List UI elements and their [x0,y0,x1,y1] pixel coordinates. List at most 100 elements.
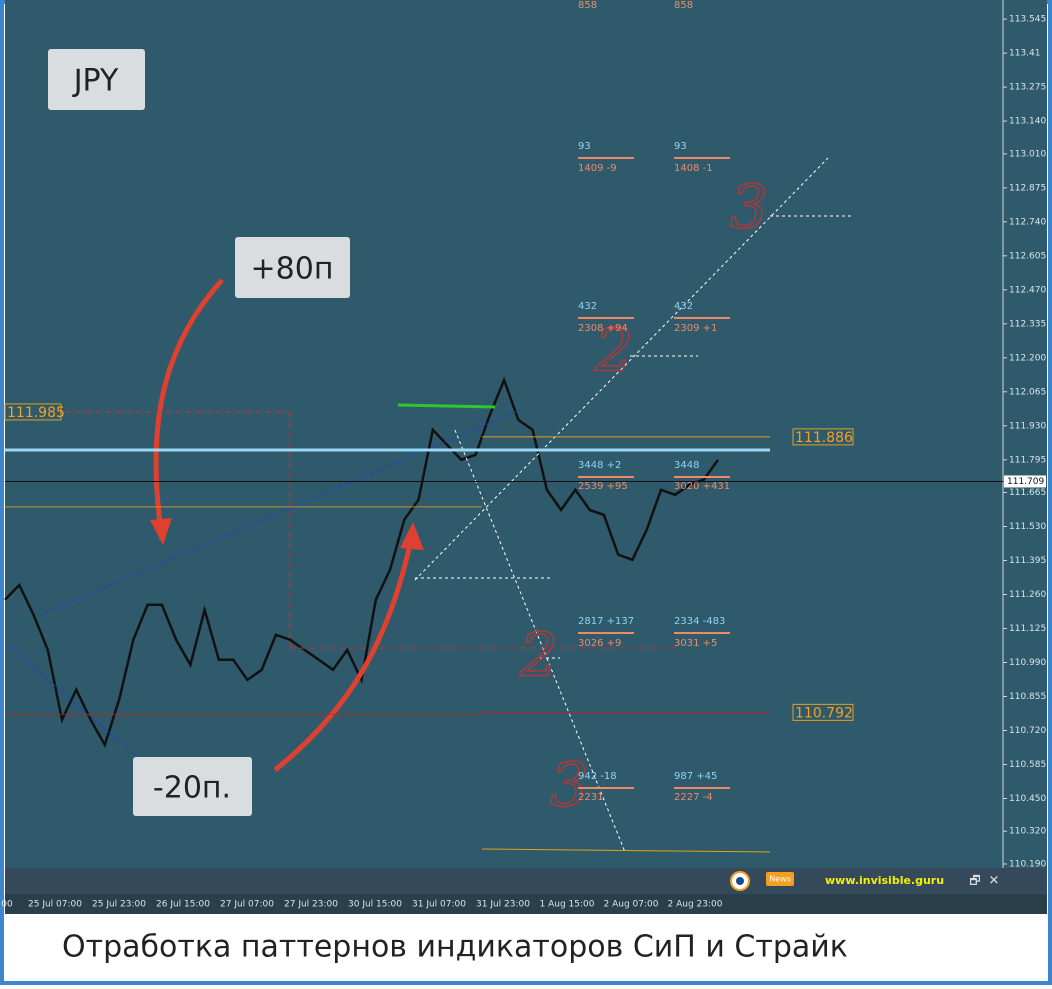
stat-label: 432 [674,301,693,312]
annotation: +80п [251,252,334,287]
y-tick-label: 112.065 [1009,387,1046,397]
y-tick-label: 111.125 [1009,624,1046,634]
arrow [153,278,224,541]
arrow [273,534,415,772]
restore-button[interactable]: 🗗 [969,874,980,888]
x-tick-label: 26 Jul 15:00 [156,900,210,910]
level-box [792,428,854,446]
channel-line [39,409,521,616]
level-line [481,848,771,853]
y-tick-label: 111.260 [1009,590,1046,600]
stat-label: 858 [578,0,597,11]
stat-label: 93 [674,141,687,152]
stat-label: 942 -18 [578,771,617,782]
y-tick-label: 111.395 [1009,556,1046,566]
stat-label: 3020 +431 [674,481,730,492]
level-label: 110.792 [795,705,853,721]
x-tick-label: 27 Jul 23:00 [284,900,338,910]
wave-label: 3 [730,173,768,243]
arrow-head [150,518,172,545]
x-tick-label: 30 Jul 15:00 [348,900,402,910]
stat-label: 3031 +5 [674,638,717,649]
arrow-head [400,522,424,550]
caption: Отработка паттернов индикаторов СиП и Ст… [62,930,848,965]
news-button[interactable] [766,872,794,886]
level-label: 111.886 [795,430,853,446]
stat-label: 3026 +9 [578,638,621,649]
y-tick-label: 111.665 [1009,488,1046,498]
trend-line [414,157,829,581]
y-tick-label: 110.855 [1009,692,1046,702]
y-tick-label: 111.530 [1009,522,1046,532]
stat-label: 858 [674,0,693,11]
wave-label: 2 [594,316,633,386]
label-box [133,757,252,816]
label-box [235,237,350,298]
current-price-label: 111.709 [1007,477,1044,487]
y-tick-label: 113.41 [1009,49,1041,59]
stat-label: 3448 [674,460,699,471]
stat-label: 2309 +1 [674,323,717,334]
x-tick-label: 1 Aug 15:00 [540,900,595,910]
x-tick-label: 2 Aug 07:00 [604,900,659,910]
level-label: 111.985 [7,405,65,421]
x-tick-label: 25 Jul 07:00 [28,900,82,910]
y-tick-label: 113.140 [1009,117,1046,127]
y-tick-label: 112.335 [1009,319,1046,329]
stat-label: 1408 -1 [674,163,713,174]
stat-label: 432 [578,301,597,312]
time-axis [5,894,1047,914]
stat-label: 1409 -9 [578,163,617,174]
x-tick-label: 00 [1,900,13,910]
level-box [792,703,854,721]
x-tick-label: 31 Jul 23:00 [476,900,530,910]
signal-line [397,403,496,409]
stat-label: 93 [578,141,591,152]
x-tick-label: 27 Jul 07:00 [220,900,274,910]
symbol: JPY [72,64,119,99]
x-tick-label: 25 Jul 23:00 [92,900,146,910]
news-label: News [769,875,791,884]
stat-label: 2334 -483 [674,616,725,627]
wave-label: 3 [550,751,588,821]
current-price-box [1004,475,1046,488]
level-box [4,403,62,421]
label-box [48,49,145,110]
x-tick-label: 2 Aug 23:00 [668,900,723,910]
stat-label: 2539 +95 [578,481,628,492]
y-tick-label: 113.545 [1009,15,1046,25]
y-tick-label: 112.470 [1009,285,1046,295]
panel-bar [5,868,1047,894]
stat-label: 2231 [578,792,603,803]
price-line [4,376,720,749]
annotation: -20п. [153,771,231,806]
site-link[interactable]: www.invisible.guru [825,874,944,887]
wave-label: 2 [519,621,558,691]
stat-label: 2308 +94 [578,323,628,334]
y-tick-label: 110.190 [1009,859,1046,869]
y-tick-label: 111.930 [1009,421,1046,431]
stat-label: 3448 +2 [578,460,621,471]
stat-label: 2227 -4 [674,792,713,803]
y-tick-label: 110.320 [1009,827,1046,837]
y-tick-label: 112.605 [1009,251,1046,261]
y-tick-label: 112.740 [1009,217,1046,227]
y-tick-label: 112.200 [1009,353,1046,363]
trend-line [454,429,626,853]
eye-pupil [736,877,744,885]
close-button[interactable]: ✕ [989,874,1000,889]
y-tick-label: 111.795 [1009,455,1046,465]
stat-label: 2817 +137 [578,616,634,627]
plot [4,376,720,749]
y-tick-label: 110.720 [1009,726,1046,736]
y-tick-label: 112.875 [1009,183,1046,193]
y-tick-label: 113.010 [1009,149,1046,159]
channel-line [7,644,136,756]
y-tick-label: 110.585 [1009,760,1046,770]
stat-label: 987 +45 [674,771,717,782]
y-tick-label: 110.450 [1009,794,1046,804]
y-tick-label: 110.990 [1009,658,1046,668]
x-tick-label: 31 Jul 07:00 [412,900,466,910]
